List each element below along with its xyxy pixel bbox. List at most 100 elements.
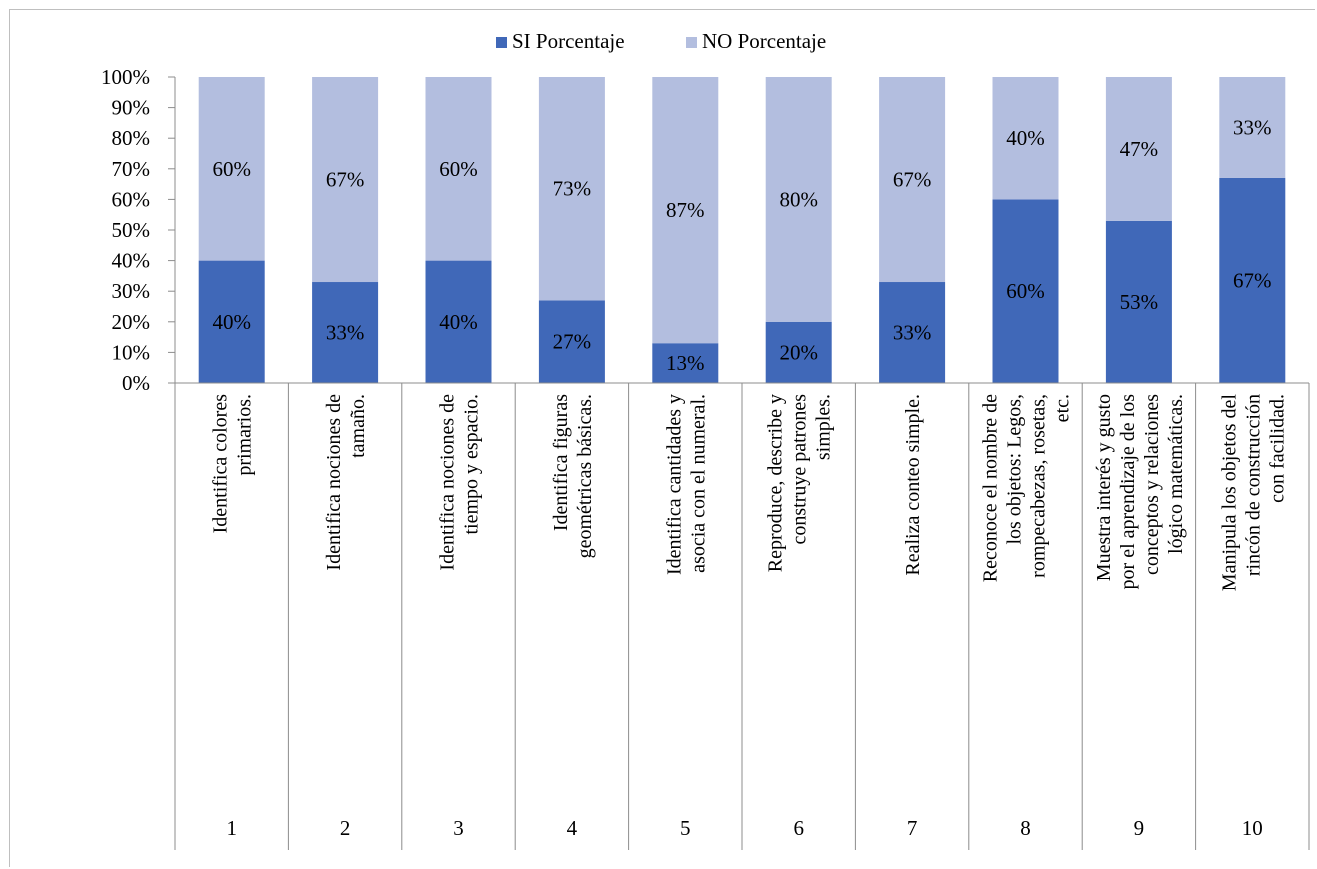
y-tick-label: 60% <box>112 187 151 211</box>
category-number: 4 <box>567 816 578 840</box>
bar-si <box>312 282 379 383</box>
data-label-si: 20% <box>779 340 818 364</box>
bar-stack: 53% 47% <box>1105 77 1172 383</box>
category-label-line: geométricas básicas. <box>574 394 596 558</box>
bar-si <box>992 199 1059 383</box>
data-label-no: 80% <box>779 187 818 211</box>
data-label-si: 27% <box>553 330 592 354</box>
category-label-line: primarios. <box>234 394 256 476</box>
y-tick-label: 80% <box>112 126 151 150</box>
bar-no <box>765 77 832 322</box>
bar-stack: 27% 73% <box>538 77 605 383</box>
category-label-line: rincón de construcción <box>1242 394 1264 576</box>
category-number: 6 <box>793 816 804 840</box>
category-label: Muestra interés y gusto por el aprendizaj… <box>1093 394 1187 590</box>
category-label-line: Identifica figuras <box>550 394 572 531</box>
category-number: 9 <box>1134 816 1145 840</box>
category-label-line: conceptos y relaciones <box>1141 394 1163 575</box>
category-label-line: por el aprendizaje de los <box>1117 394 1139 590</box>
y-tick-label: 20% <box>112 310 151 334</box>
y-tick-label: 0% <box>122 371 150 395</box>
y-tick-label: 10% <box>112 340 151 364</box>
category-label-line: con facilidad. <box>1266 394 1288 503</box>
bar-stack: 40% 60% <box>198 77 265 383</box>
legend-item: SI Porcentaje <box>496 29 625 53</box>
category-label: Manipula los objetos del rincón de constr… <box>1218 394 1288 592</box>
data-label-si: 13% <box>666 351 705 375</box>
category-label-line: Identifica colores <box>210 394 232 534</box>
y-tick-label: 100% <box>101 65 150 89</box>
category-label-line: tamaño. <box>347 394 369 458</box>
bar-stack: 60% 40% <box>992 77 1059 383</box>
data-label-si: 67% <box>1233 268 1272 292</box>
category-label-line: Muestra interés y gusto <box>1093 394 1115 581</box>
data-label-si: 40% <box>212 310 251 334</box>
category-label-line: etc. <box>1052 394 1074 422</box>
bar-no <box>312 77 379 283</box>
bar-si <box>538 300 605 383</box>
category-label-line: rompecabezas, rosetas, <box>1028 394 1050 578</box>
category-label-line: Realiza conteo simple. <box>902 394 924 576</box>
bar-si <box>879 282 946 383</box>
data-label-si: 40% <box>439 310 478 334</box>
legend-swatch <box>686 37 697 48</box>
category-label-line: tiempo y espacio. <box>461 394 483 535</box>
category-label-line: construye patrones <box>789 394 811 545</box>
category-label-line: asocia con el numeral. <box>687 394 709 573</box>
data-label-si: 60% <box>1006 279 1045 303</box>
bar-stack: 33% 67% <box>312 77 379 383</box>
category-number: 10 <box>1242 816 1263 840</box>
category-label-line: simples. <box>813 394 835 460</box>
y-tick-label: 70% <box>112 157 151 181</box>
y-tick-label: 90% <box>112 96 151 120</box>
category-label-line: Identifica cantidades y <box>663 394 685 575</box>
data-label-no: 40% <box>1006 126 1045 150</box>
chart-frame <box>9 9 1315 867</box>
data-label-no: 73% <box>553 177 592 201</box>
legend-label: NO Porcentaje <box>702 29 826 53</box>
bar-si <box>1105 220 1172 383</box>
data-label-no: 47% <box>1120 137 1159 161</box>
bar-no <box>1105 77 1172 221</box>
category-label: Identifica nociones de tamaño. <box>323 394 369 571</box>
category-label: Reproduce, describe y construye patrones s… <box>765 394 835 572</box>
category-label-line: lógico matemáticas. <box>1165 394 1187 554</box>
bar-stack: 33% 67% <box>879 77 946 383</box>
category-label-line: Identifica nociones de <box>323 394 345 571</box>
bar-si <box>1219 177 1286 383</box>
category-label-line: Reproduce, describe y <box>765 394 787 572</box>
data-label-no: 60% <box>212 157 251 181</box>
category-label-line: Identifica nociones de <box>437 394 459 571</box>
legend-swatch <box>496 37 507 48</box>
category-label: Reconoce el nombre de los objetos: Legos,… <box>980 394 1074 582</box>
bar-no <box>879 77 946 283</box>
bar-no <box>425 77 492 261</box>
y-tick-label: 50% <box>112 218 151 242</box>
y-tick-label: 30% <box>112 279 151 303</box>
legend-label: SI Porcentaje <box>512 29 625 53</box>
category-number: 5 <box>680 816 691 840</box>
bar-si <box>425 260 492 383</box>
bar-stack: 40% 60% <box>425 77 492 383</box>
bar-si <box>765 321 832 383</box>
category-label: Identifica nociones de tiempo y espacio. <box>437 394 483 571</box>
category-label-line: Reconoce el nombre de <box>980 394 1002 582</box>
bar-si <box>198 260 265 383</box>
bar-no <box>652 77 719 344</box>
bar-no <box>1219 77 1286 178</box>
data-label-si: 53% <box>1120 290 1159 314</box>
category-label: Realiza conteo simple. <box>902 394 924 576</box>
bar-no <box>198 77 265 261</box>
data-label-si: 33% <box>326 321 365 345</box>
category-label-line: los objetos: Legos, <box>1004 394 1026 545</box>
bar-stack: 67% 33% <box>1219 77 1286 383</box>
category-label: Identifica figuras geométricas básicas. <box>550 394 596 559</box>
category-number: 7 <box>907 816 918 840</box>
data-label-no: 87% <box>666 198 705 222</box>
data-label-no: 60% <box>439 157 478 181</box>
bar-no <box>992 77 1059 200</box>
data-label-no: 67% <box>893 168 932 192</box>
y-tick-label: 40% <box>112 249 151 273</box>
data-label-no: 33% <box>1233 115 1272 139</box>
